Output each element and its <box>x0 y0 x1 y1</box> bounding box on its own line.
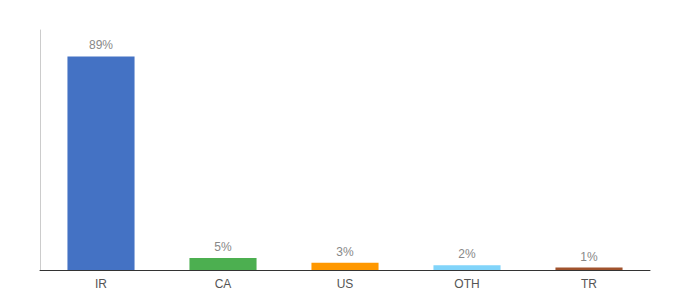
svg-text:OTH: OTH <box>454 277 479 291</box>
svg-text:1%: 1% <box>580 250 598 264</box>
svg-text:5%: 5% <box>214 240 232 254</box>
svg-text:US: US <box>337 277 354 291</box>
svg-text:CA: CA <box>215 277 232 291</box>
svg-text:89%: 89% <box>89 38 113 52</box>
svg-text:IR: IR <box>95 277 107 291</box>
svg-text:TR: TR <box>581 277 597 291</box>
svg-text:3%: 3% <box>336 245 354 259</box>
svg-text:2%: 2% <box>458 247 476 261</box>
